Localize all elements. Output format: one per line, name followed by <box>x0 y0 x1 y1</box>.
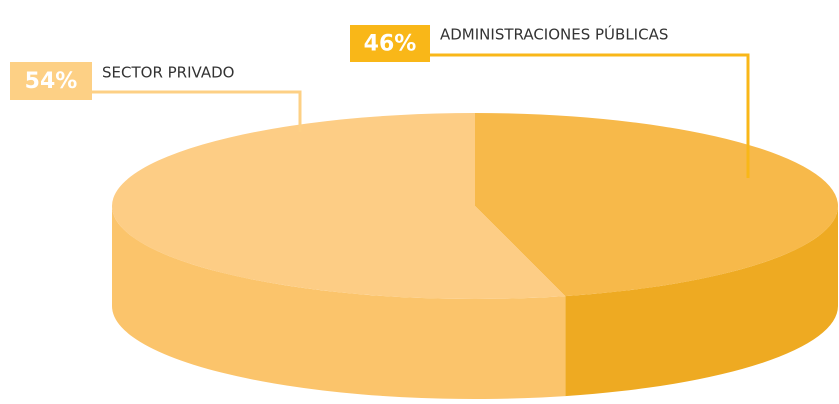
category-label: SECTOR PRIVADO <box>102 64 234 82</box>
label-box <box>350 25 430 62</box>
label-box <box>10 62 92 100</box>
slice-side <box>565 206 838 397</box>
value-label: 54% <box>25 69 78 94</box>
category-label: ADMINISTRACIONES PÚBLICAS <box>440 25 668 44</box>
slice <box>112 113 566 299</box>
leader-line <box>430 53 750 178</box>
leader-line <box>92 90 302 132</box>
value-label: 46% <box>364 32 417 57</box>
slice-side <box>112 206 566 399</box>
